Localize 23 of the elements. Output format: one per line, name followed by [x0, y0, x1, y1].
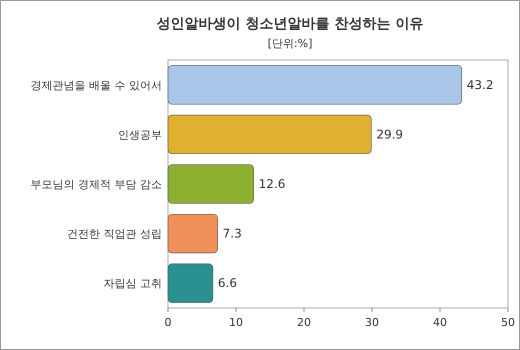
- data-label: 12.6: [258, 177, 286, 191]
- data-label: 29.9: [376, 127, 404, 142]
- y-tick-label: 건전한 직업관 성립: [67, 228, 162, 241]
- x-tick-label: 40: [433, 316, 447, 329]
- bar: [168, 114, 372, 154]
- x-tick-label: 20: [297, 316, 311, 329]
- chart-title: 성인알바생이 청소년알바를 찬성하는 이유: [156, 16, 424, 32]
- x-tick-label: 30: [365, 316, 379, 329]
- x-tick-label: 0: [164, 316, 172, 329]
- bar: [168, 214, 218, 254]
- x-tick-label: 10: [229, 316, 243, 329]
- text: [단위:%]: [268, 37, 312, 50]
- y-tick-label: 자립심 고취: [104, 277, 162, 290]
- y-tick-label: 부모님의 경제적 부담 감소: [30, 178, 162, 191]
- bar: [168, 164, 254, 204]
- data-label: 7.3: [222, 226, 242, 241]
- x-tick-label: 50: [501, 316, 515, 329]
- bar: [168, 65, 462, 104]
- data-label: 6.6: [218, 276, 237, 290]
- y-tick-label: 인생공부: [118, 128, 162, 142]
- y-tick-label: 경제관념을 배울 수 있어서: [30, 78, 162, 92]
- data-label: 43.2: [466, 78, 494, 92]
- bar: [168, 264, 214, 303]
